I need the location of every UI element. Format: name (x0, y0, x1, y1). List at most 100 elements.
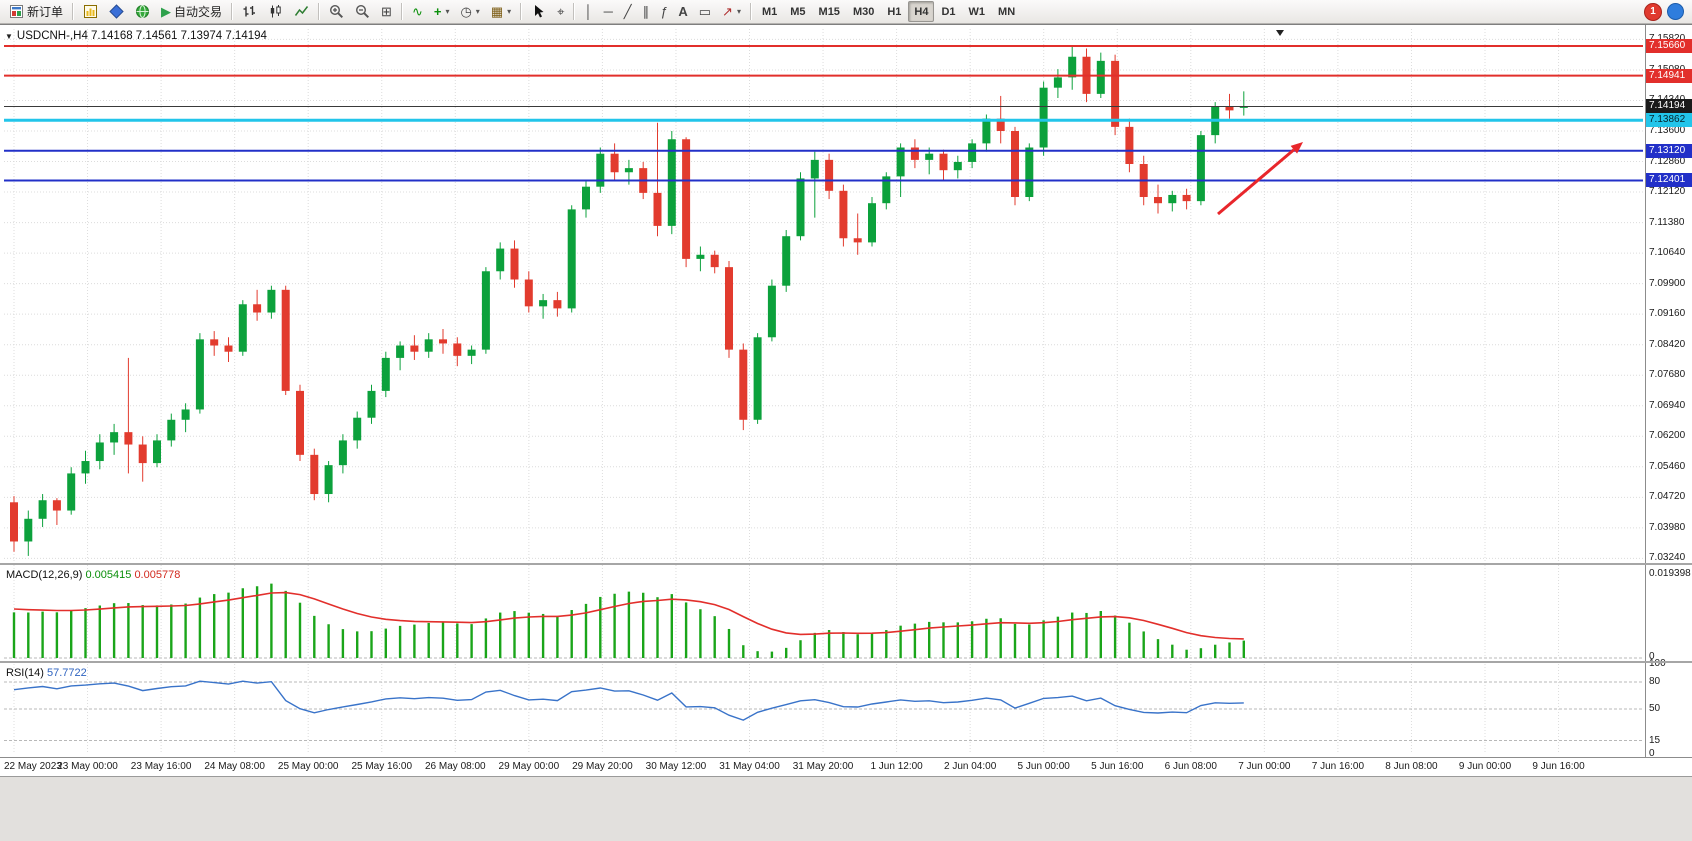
notification-badge[interactable]: 1 (1644, 2, 1662, 21)
crosshair-button[interactable]: ⌖ (552, 1, 569, 23)
autotrading-button[interactable]: ▶ 自动交易 (156, 1, 227, 23)
price-tick-label: 7.06940 (1649, 399, 1686, 411)
autotrading-play-icon: ▶ (161, 4, 172, 19)
community-button[interactable] (130, 1, 155, 23)
candle-body (324, 465, 333, 495)
candle-body (253, 304, 262, 313)
candle-body (782, 236, 791, 286)
candle-body (839, 190, 848, 239)
tile-windows-button[interactable]: ⊞ (376, 1, 397, 23)
candle-body (882, 176, 891, 204)
timeframe-m15-button[interactable]: M15 (818, 5, 840, 18)
time-axis-label: 29 May 00:00 (498, 761, 560, 772)
arrow-annotation-head (1290, 142, 1303, 154)
timeframe-m30-button[interactable]: M30 (852, 5, 875, 18)
chart-plot[interactable] (0, 25, 1692, 840)
candle-body (853, 238, 862, 243)
text-tool-button[interactable]: A (673, 1, 692, 23)
time-axis-label: 2 Jun 04:00 (944, 761, 997, 772)
timeframe-h4-button[interactable]: H4 (908, 1, 935, 22)
timeframe-h1-button[interactable]: H1 (887, 5, 902, 18)
templates-button[interactable]: ▦ ▾ (486, 1, 516, 23)
price-level-badge: 7.12401 (1646, 173, 1692, 188)
price-level-badge: 7.15660 (1646, 39, 1692, 54)
panel-separator[interactable] (0, 563, 1692, 565)
candle-body (710, 254, 719, 268)
panel-separator[interactable] (0, 661, 1692, 663)
candle-body (81, 461, 90, 474)
price-level-badge: 7.13862 (1646, 113, 1692, 128)
new-order-icon (10, 5, 23, 18)
price-tick-label: 7.13600 (1649, 125, 1686, 136)
time-axis-label: 25 May 00:00 (277, 761, 339, 772)
fibonacci-button[interactable]: ƒ (655, 1, 672, 23)
line-chart-button[interactable] (289, 1, 314, 23)
price-axis[interactable]: 7.158207.150807.143407.136007.128607.121… (1646, 25, 1692, 776)
metaeditor-button[interactable] (104, 1, 129, 23)
time-axis[interactable]: 22 May 2023 23 May 00:00 23 May 16:00 24 Ma… (0, 757, 1692, 777)
time-axis-label: 26 May 08:00 (424, 761, 486, 772)
horizontal-line-icon: ─ (603, 4, 613, 19)
timeframe-m5-button[interactable]: M5 (790, 5, 806, 18)
candle-body (968, 143, 977, 162)
chevron-down-icon: ▾ (507, 6, 512, 16)
candle-body (496, 248, 505, 272)
text-label-icon: ▭ (698, 4, 712, 19)
candle-body (567, 209, 576, 309)
rsi-scale-label: 0 (1649, 748, 1655, 759)
candle-body (582, 186, 590, 210)
macd-main-value: 0.005415 (85, 569, 132, 581)
timeframe-mn-button[interactable]: MN (998, 5, 1016, 18)
channel-icon: ∥ (642, 4, 650, 19)
candle-body (725, 267, 733, 350)
candle-body (1225, 106, 1234, 111)
timeframe-m1-button[interactable]: M1 (761, 5, 778, 18)
trendline-button[interactable]: ╱ (619, 1, 637, 23)
candle-body (138, 444, 147, 464)
line-chart-icon (294, 6, 309, 16)
candle-body (38, 500, 47, 519)
cursor-button[interactable] (526, 1, 551, 23)
equidistant-channel-button[interactable]: ∥ (638, 1, 655, 23)
periods-button[interactable]: ◷ ▾ (455, 1, 484, 23)
macd-scale-label: 0 (1649, 651, 1655, 662)
price-tick-label: 7.03240 (1649, 552, 1686, 564)
candle-body (939, 153, 948, 171)
timeframe-w1-button[interactable]: W1 (968, 5, 986, 18)
timeframe-d1-button[interactable]: D1 (941, 5, 956, 18)
bar-chart-button[interactable] (237, 1, 262, 23)
time-axis-label: 25 May 16:00 (351, 761, 413, 772)
templates-icon: ▦ (490, 4, 504, 19)
arrows-button[interactable]: ↗ ▾ (717, 1, 746, 23)
candle-body (1053, 77, 1062, 88)
mql-community-icon[interactable] (1667, 3, 1684, 20)
zoom-out-button[interactable] (350, 1, 375, 23)
candle-body (381, 357, 390, 391)
time-axis-label: 31 May 20:00 (792, 761, 854, 772)
right-shift-marker[interactable] (1276, 30, 1284, 36)
new-order-button[interactable]: 新订单 (4, 1, 68, 23)
text-label-button[interactable]: ▭ (694, 1, 716, 23)
time-axis-label: 7 Jun 00:00 (1238, 761, 1291, 772)
candle-body (124, 432, 133, 445)
cursor-icon (535, 5, 544, 18)
candle-body (424, 339, 433, 352)
candlestick-chart-button[interactable] (263, 1, 288, 23)
horizontal-line-button[interactable]: ─ (599, 1, 618, 23)
indicators-button[interactable]: ∿ (407, 1, 428, 23)
one-click-trading-toggle[interactable]: ▼ (5, 31, 13, 41)
chevron-down-icon: ▾ (475, 6, 480, 16)
candle-body (667, 139, 676, 226)
rsi-scale-label: 80 (1649, 676, 1661, 687)
arrow-annotation[interactable] (1217, 148, 1295, 216)
time-axis-label: 9 Jun 16:00 (1532, 761, 1585, 772)
candle-body (896, 147, 905, 177)
symbol-ohlc-text: USDCNH-,H4 7.14168 7.14561 7.13974 7.141… (16, 30, 267, 42)
rsi-indicator-label: RSI(14) 57.7722 (6, 667, 87, 679)
zoom-in-button[interactable] (324, 1, 349, 23)
vertical-line-button[interactable]: │ (579, 1, 597, 23)
candle-body (810, 159, 819, 179)
price-level-badge: 7.14941 (1646, 68, 1692, 83)
charts-button[interactable] (78, 1, 103, 23)
add-indicator-button[interactable]: + ▾ (429, 1, 455, 23)
